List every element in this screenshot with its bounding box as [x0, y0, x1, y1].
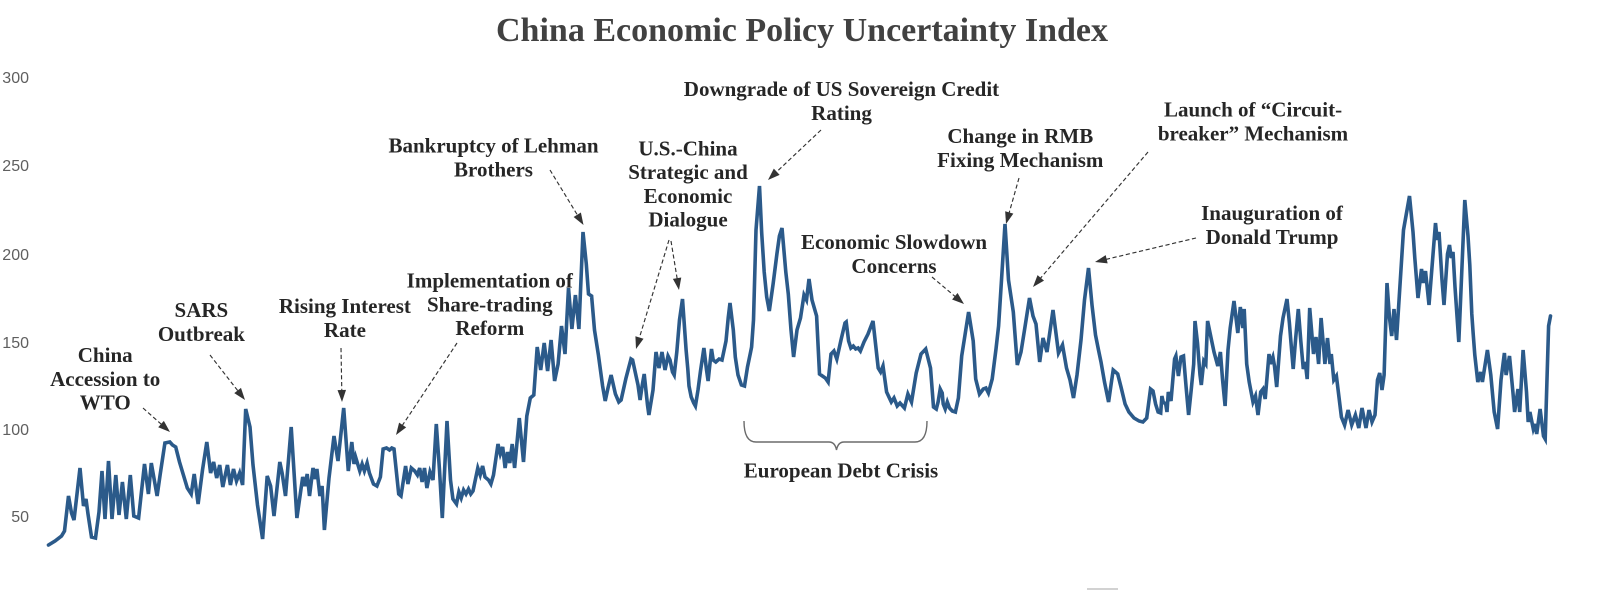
svg-text:150: 150	[2, 335, 29, 352]
svg-text:200: 200	[2, 247, 29, 264]
svg-text:Brothers: Brothers	[454, 157, 533, 181]
svg-text:Downgrade of US Sovereign Cred: Downgrade of US Sovereign Credit	[684, 77, 999, 101]
svg-text:SARS: SARS	[175, 298, 229, 322]
svg-text:300: 300	[2, 70, 29, 87]
svg-text:Outbreak: Outbreak	[158, 322, 245, 346]
svg-text:U.S.-China: U.S.-China	[638, 137, 738, 161]
svg-text:Inauguration of: Inauguration of	[1201, 201, 1344, 225]
svg-text:European Debt Crisis: European Debt Crisis	[744, 459, 938, 483]
svg-text:China: China	[78, 343, 133, 367]
svg-text:Implementation of: Implementation of	[407, 269, 574, 293]
svg-text:China Economic Policy Uncertai: China Economic Policy Uncertainty Index	[496, 12, 1108, 49]
svg-text:Donald Trump: Donald Trump	[1206, 225, 1339, 249]
svg-text:Reform: Reform	[455, 316, 524, 340]
svg-text:WTO: WTO	[80, 391, 131, 415]
svg-text:Fixing Mechanism: Fixing Mechanism	[937, 148, 1104, 172]
svg-text:Strategic and: Strategic and	[628, 160, 748, 184]
svg-text:Economic: Economic	[644, 184, 733, 208]
svg-text:Dialogue: Dialogue	[648, 208, 727, 232]
svg-text:250: 250	[2, 158, 29, 175]
svg-text:Economic Slowdown: Economic Slowdown	[801, 230, 987, 254]
svg-text:50: 50	[11, 509, 29, 526]
svg-text:100: 100	[2, 422, 29, 439]
svg-text:Bankruptcy of Lehman: Bankruptcy of Lehman	[388, 134, 598, 158]
svg-text:Rising Interest: Rising Interest	[279, 294, 411, 318]
svg-text:Concerns: Concerns	[851, 254, 936, 278]
svg-text:Rating: Rating	[811, 101, 872, 125]
svg-text:breaker” Mechanism: breaker” Mechanism	[1158, 121, 1349, 145]
svg-text:Accession to: Accession to	[50, 367, 160, 391]
svg-text:Share-trading: Share-trading	[427, 292, 553, 316]
svg-text:Rate: Rate	[324, 318, 366, 342]
svg-text:Launch of “Circuit-: Launch of “Circuit-	[1164, 98, 1342, 122]
svg-text:Change in RMB: Change in RMB	[947, 124, 1093, 148]
